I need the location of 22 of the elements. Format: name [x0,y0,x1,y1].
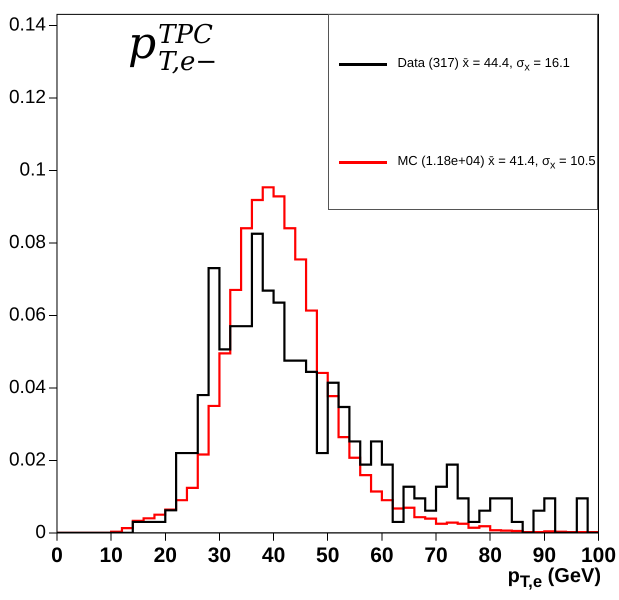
y-tick-label: 0.1 [20,160,46,181]
x-tick-label: 100 [580,544,616,568]
x-tick-label: 50 [316,544,340,568]
y-tick-label: 0.02 [8,450,46,471]
x-tick-label: 30 [208,544,232,568]
y-tick-label: 0.12 [8,87,46,108]
x-tick-label: 80 [478,544,502,568]
x-axis-title: p$_{T,e}$ (GeV) [508,565,601,592]
legend-label: Data (317) x̄ = 44.4, σ$_{x}$ = 16.1 [397,55,570,74]
y-tick-label: 0 [35,522,46,544]
x-tick-label: 60 [370,544,394,568]
y-tick-label: 0.06 [8,304,46,326]
y-tick-label: 0.08 [8,232,46,254]
x-tick-label: 10 [99,544,123,568]
x-tick-label: 40 [262,544,286,568]
y-tick-label: 0.04 [8,377,46,398]
y-tick-label: 0.14 [8,14,46,36]
x-tick-label: 90 [532,544,556,568]
legend-label: MC (1.18e+04) x̄ = 41.4, σ$_{x}$ = 10.5 [397,153,596,172]
x-tick-label: 20 [154,544,177,568]
x-tick-label: 0 [51,544,63,568]
x-tick-label: 70 [424,544,448,568]
